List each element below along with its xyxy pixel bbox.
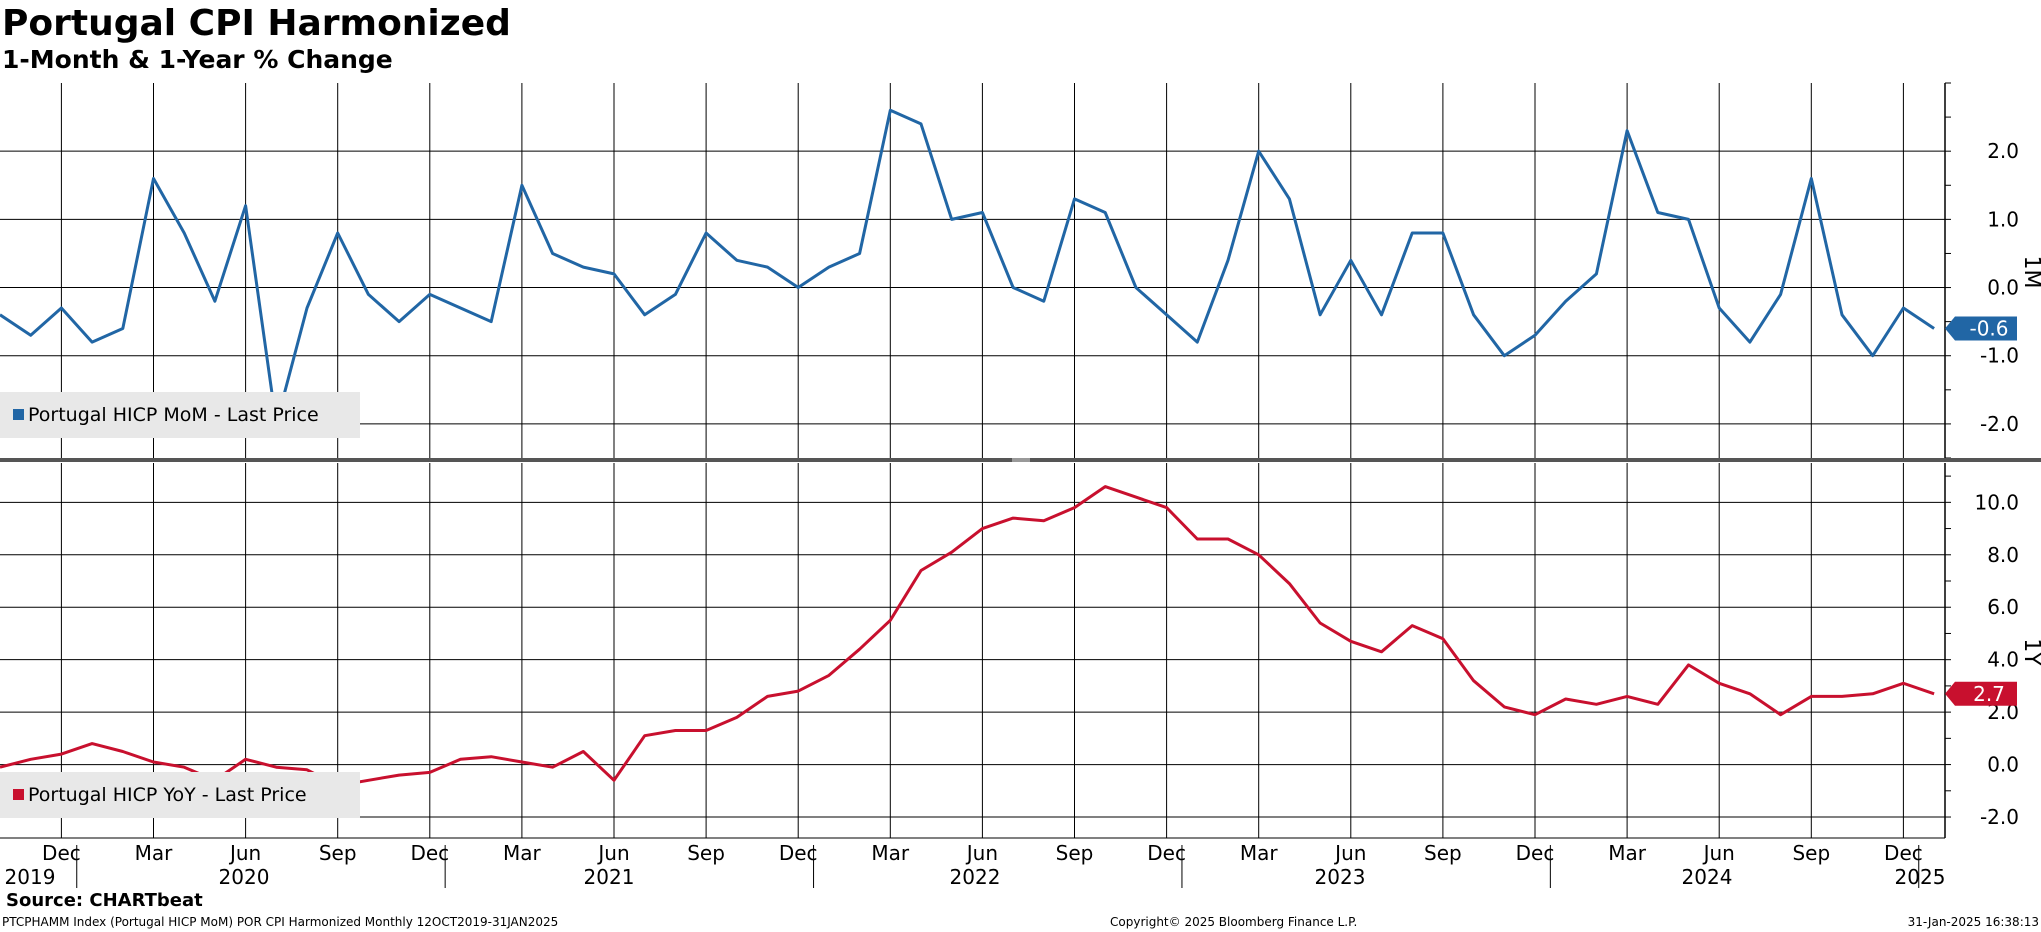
yoy-last-value-tag <box>1945 681 2017 706</box>
x-month-tick-label: Jun <box>965 841 998 865</box>
mom-series-line <box>0 108 1935 426</box>
x-month-tick-label: Dec <box>1147 841 1186 865</box>
panel-divider-handle[interactable] <box>1012 458 1030 462</box>
chart-subtitle: 1-Month & 1-Year % Change <box>2 45 393 74</box>
x-month-tick-label: Sep <box>1424 841 1462 865</box>
mom-y-tick-label: -2.0 <box>1980 412 2019 436</box>
mom-y-tick-label: -1.0 <box>1980 344 2019 368</box>
yoy-y-tick-label: 0.0 <box>1987 753 2019 777</box>
yoy-y-tick-label: 8.0 <box>1987 543 2019 567</box>
mom-last-value-tag <box>1945 316 2017 341</box>
footer-index-info: PTCPHAMM Index (Portugal HICP MoM) POR C… <box>2 915 559 929</box>
x-year-label: 2024 <box>1682 865 1733 889</box>
x-month-tick-label: Dec <box>42 841 81 865</box>
x-month-tick-label: Jun <box>596 841 629 865</box>
x-year-label: 2019 <box>5 865 56 889</box>
x-month-tick-label: Mar <box>871 841 910 865</box>
yoy-last-value-label: 2.7 <box>1973 682 2005 706</box>
x-year-label: 2025 <box>1895 865 1946 889</box>
x-month-tick-label: Dec <box>410 841 449 865</box>
x-month-tick-label: Dec <box>1516 841 1555 865</box>
yoy-y-tick-label: 4.0 <box>1987 648 2019 672</box>
x-year-label: 2021 <box>584 865 635 889</box>
x-year-label: 2023 <box>1315 865 1366 889</box>
x-month-tick-label: Jun <box>1333 841 1366 865</box>
x-month-tick-label: Mar <box>503 841 542 865</box>
x-month-tick-label: Sep <box>1056 841 1094 865</box>
x-month-tick-label: Jun <box>1702 841 1735 865</box>
yoy-y-tick-label: 10.0 <box>1974 490 2019 514</box>
yoy-y-tick-label: -2.0 <box>1980 805 2019 829</box>
mom-legend-label: Portugal HICP MoM - Last Price <box>28 404 319 426</box>
mom-last-value-label: -0.6 <box>1969 316 2008 340</box>
x-axis: Dec Mar Jun Sep Dec Mar Jun Sep Dec Mar Jun Sep Dec M… <box>0 837 1946 889</box>
yoy-series-line <box>0 485 1935 788</box>
yoy-legend-swatch <box>13 789 24 800</box>
x-month-tick-label: Sep <box>319 841 357 865</box>
x-month-tick-label: Sep <box>1792 841 1830 865</box>
footer-timestamp: 31-Jan-2025 16:38:13 <box>1907 915 2039 929</box>
yoy-panel-label: 1Y <box>2019 638 2041 666</box>
x-month-tick-label: Jun <box>228 841 261 865</box>
x-month-tick-label: Dec <box>779 841 818 865</box>
x-month-tick-label: Mar <box>1608 841 1647 865</box>
footer-copyright: Copyright© 2025 Bloomberg Finance L.P. <box>1110 915 1358 929</box>
x-month-tick-label: Dec <box>1884 841 1923 865</box>
mom-legend-box <box>0 392 360 438</box>
x-year-label: 2020 <box>219 865 270 889</box>
mom-legend-swatch <box>13 409 24 420</box>
mom-y-tick-label: 2.0 <box>1987 139 2019 163</box>
yoy-legend-box <box>0 772 360 818</box>
yoy-legend-label: Portugal HICP YoY - Last Price <box>28 784 307 806</box>
chart-title: Portugal CPI Harmonized <box>2 3 511 44</box>
x-month-tick-label: Mar <box>135 841 174 865</box>
mom-panel: -2.0 -1.0 0.0 1.0 2.0 -0.6 1M Portugal HICP MoM… <box>0 82 2041 459</box>
x-year-label: 2022 <box>950 865 1001 889</box>
x-month-tick-label: Mar <box>1240 841 1279 865</box>
mom-y-tick-label: 1.0 <box>1987 207 2019 231</box>
mom-panel-label: 1M <box>2019 256 2041 289</box>
yoy-y-tick-label: 6.0 <box>1987 595 2019 619</box>
source-note: Source: CHARTbeat <box>6 890 203 911</box>
mom-y-tick-label: 0.0 <box>1987 276 2019 300</box>
x-month-tick-label: Sep <box>687 841 725 865</box>
